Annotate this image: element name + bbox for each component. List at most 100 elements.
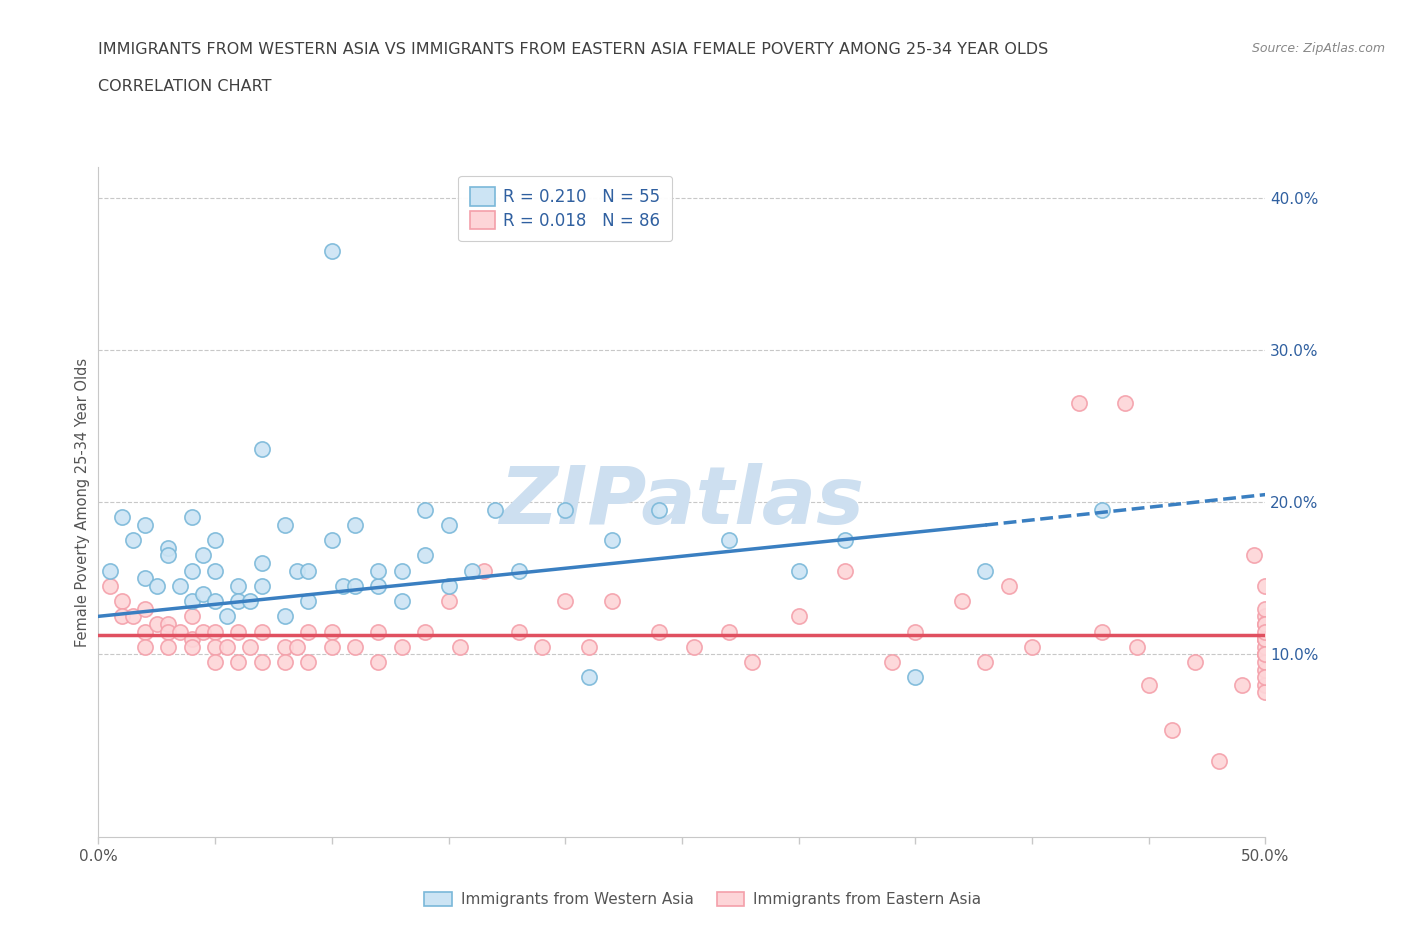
Point [647, 624, 669, 639]
Point [554, 593, 576, 608]
Point [1254, 677, 1277, 692]
Point [1230, 677, 1253, 692]
Point [228, 578, 250, 593]
Point [193, 586, 215, 601]
Point [950, 593, 973, 608]
Y-axis label: Female Poverty Among 25-34 Year Olds: Female Poverty Among 25-34 Year Olds [75, 358, 90, 646]
Point [204, 593, 226, 608]
Point [461, 564, 484, 578]
Point [250, 555, 273, 570]
Point [193, 548, 215, 563]
Point [1254, 639, 1277, 654]
Point [437, 593, 460, 608]
Point [274, 518, 297, 533]
Point [1091, 624, 1114, 639]
Point [134, 602, 156, 617]
Point [321, 639, 343, 654]
Point [204, 564, 226, 578]
Point [157, 624, 180, 639]
Point [297, 593, 319, 608]
Point [134, 518, 156, 533]
Point [274, 609, 297, 624]
Point [484, 502, 506, 517]
Point [157, 548, 180, 563]
Point [180, 510, 202, 525]
Point [508, 624, 530, 639]
Point [180, 631, 202, 646]
Point [1254, 647, 1277, 662]
Point [578, 670, 600, 684]
Point [1254, 578, 1277, 593]
Point [530, 639, 553, 654]
Point [647, 502, 669, 517]
Point [228, 655, 250, 670]
Point [367, 578, 389, 593]
Point [297, 564, 319, 578]
Point [134, 639, 156, 654]
Point [1161, 723, 1184, 737]
Point [169, 578, 191, 593]
Point [787, 609, 810, 624]
Point [122, 533, 145, 548]
Point [134, 624, 156, 639]
Legend: Immigrants from Western Asia, Immigrants from Eastern Asia: Immigrants from Western Asia, Immigrants… [418, 885, 988, 913]
Point [717, 624, 740, 639]
Point [146, 617, 169, 631]
Point [180, 639, 202, 654]
Text: IMMIGRANTS FROM WESTERN ASIA VS IMMIGRANTS FROM EASTERN ASIA FEMALE POVERTY AMON: IMMIGRANTS FROM WESTERN ASIA VS IMMIGRAN… [98, 42, 1049, 57]
Point [834, 533, 856, 548]
Point [180, 593, 202, 608]
Point [682, 639, 704, 654]
Point [239, 593, 262, 608]
Point [122, 609, 145, 624]
Point [297, 624, 319, 639]
Point [321, 244, 343, 259]
Point [1208, 753, 1230, 768]
Point [413, 624, 436, 639]
Point [554, 502, 576, 517]
Point [391, 564, 413, 578]
Point [974, 655, 997, 670]
Point [1254, 662, 1277, 677]
Point [1254, 631, 1277, 646]
Point [344, 639, 367, 654]
Point [180, 564, 202, 578]
Point [600, 533, 623, 548]
Point [472, 564, 495, 578]
Point [98, 564, 121, 578]
Point [228, 624, 250, 639]
Point [413, 502, 436, 517]
Point [1254, 647, 1277, 662]
Point [1114, 396, 1136, 411]
Point [1254, 631, 1277, 646]
Point [134, 571, 156, 586]
Point [1254, 655, 1277, 670]
Text: Source: ZipAtlas.com: Source: ZipAtlas.com [1251, 42, 1385, 55]
Point [111, 510, 134, 525]
Point [391, 593, 413, 608]
Point [344, 578, 367, 593]
Point [1137, 677, 1160, 692]
Point [157, 540, 180, 555]
Point [508, 564, 530, 578]
Point [904, 670, 927, 684]
Point [285, 564, 308, 578]
Point [367, 564, 389, 578]
Point [1254, 609, 1277, 624]
Point [204, 655, 226, 670]
Point [1126, 639, 1149, 654]
Point [332, 578, 354, 593]
Point [437, 578, 460, 593]
Point [1254, 602, 1277, 617]
Point [600, 593, 623, 608]
Point [111, 593, 134, 608]
Point [250, 624, 273, 639]
Point [904, 624, 927, 639]
Legend: R = 0.210   N = 55, R = 0.018   N = 86: R = 0.210 N = 55, R = 0.018 N = 86 [458, 176, 672, 242]
Point [285, 639, 308, 654]
Point [717, 533, 740, 548]
Point [169, 624, 191, 639]
Point [250, 578, 273, 593]
Point [1243, 548, 1265, 563]
Point [180, 609, 202, 624]
